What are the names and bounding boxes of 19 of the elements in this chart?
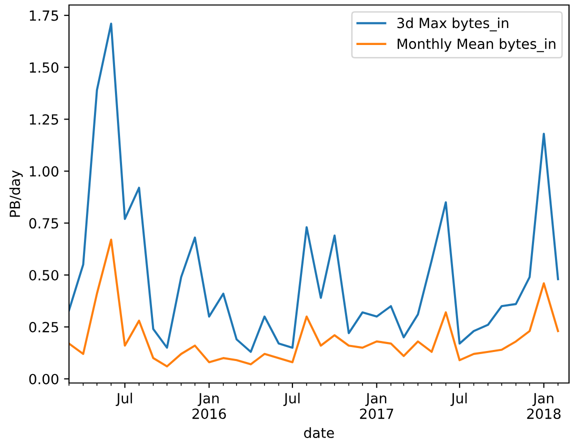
y-tick-label: 1.25 (30, 114, 58, 125)
legend-label: 3d Max bytes_in (397, 18, 508, 32)
line-series (69, 238, 560, 368)
y-tick-label: 0.25 (29, 322, 58, 332)
x-axis-title: date (304, 427, 334, 438)
y-tick-label: 1.00 (30, 166, 58, 177)
y-axis-title: PB/day (9, 170, 23, 217)
y-tick-label: 0.75 (29, 218, 58, 229)
y-tick-label: 1.75 (30, 10, 58, 21)
x-tick-label: Jan 2018 (527, 393, 561, 420)
y-tick-label: 1.50 (30, 62, 58, 73)
legend-label: Monthly Mean bytes_in (398, 38, 556, 52)
x-tick-label: Jul (283, 392, 300, 406)
y-tick-label: 0.50 (29, 270, 58, 280)
x-tick-label: Jul (116, 392, 132, 406)
x-tick-label: Jul (450, 392, 467, 406)
x-tick-label: Jan 2017 (360, 393, 394, 420)
x-tick-label: Jan 2016 (192, 393, 226, 420)
y-tick-label: 0.00 (29, 374, 58, 384)
